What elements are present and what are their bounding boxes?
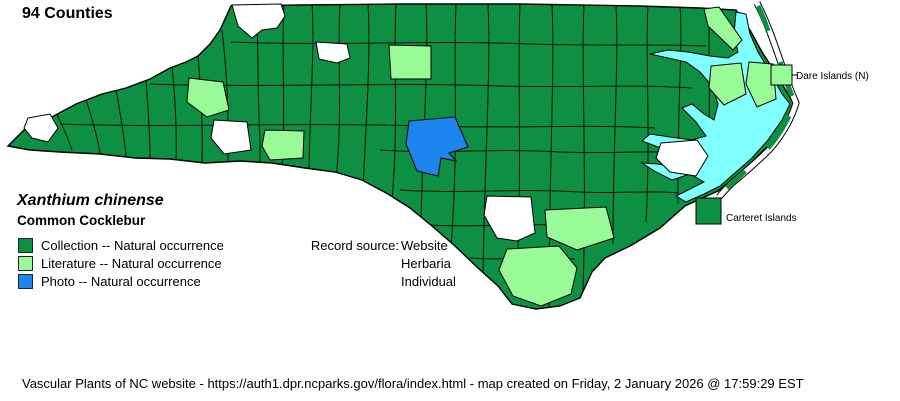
county-no-record: [483, 195, 536, 242]
record-source-value: Website: [401, 238, 448, 253]
page-title: 94 Counties: [22, 5, 113, 22]
county-literature: [703, 6, 743, 51]
county-no-record: [210, 119, 252, 155]
dare-islands-label: Dare Islands (N): [796, 71, 869, 82]
county-literature: [498, 245, 578, 307]
county-no-record: [655, 139, 709, 177]
legend-label: Photo -- Natural occurrence: [41, 273, 201, 289]
legend-item-literature: Literature -- Natural occurrence: [18, 255, 222, 271]
counties-no-record: [23, 3, 709, 242]
county-no-record: [23, 113, 59, 143]
county-literature: [544, 206, 615, 251]
species-scientific-name: Xanthium chinense: [17, 192, 164, 209]
photo-swatch-icon: [18, 273, 33, 289]
carteret-islands-label: Carteret Islands: [726, 213, 797, 224]
county-no-record: [231, 3, 286, 39]
legend-item-collection: Collection -- Natural occurrence: [18, 237, 224, 253]
county-literature: [186, 77, 230, 118]
carteret-islands-square: [695, 197, 722, 225]
footer-attribution: Vascular Plants of NC website - https://…: [22, 376, 804, 391]
legend-item-photo: Photo -- Natural occurrence: [18, 273, 201, 289]
county-literature: [745, 61, 777, 108]
county-borders: [55, 4, 711, 307]
record-source-value: Herbaria: [401, 256, 451, 271]
county-literature: [261, 129, 305, 161]
record-source-value: Individual: [401, 274, 456, 289]
counties-literature: [186, 6, 777, 307]
collection-swatch-icon: [18, 237, 33, 253]
record-source-label: Record source:: [310, 238, 399, 253]
species-common-name: Common Cocklebur: [17, 213, 146, 228]
outer-banks: [716, 1, 800, 200]
dare-islands-square: [770, 64, 793, 86]
county-no-record: [315, 41, 351, 64]
county-photo: [405, 116, 469, 177]
legend-label: Collection -- Natural occurrence: [41, 237, 224, 253]
legend-label: Literature -- Natural occurrence: [41, 255, 222, 271]
county-literature: [708, 62, 747, 106]
county-literature: [388, 44, 432, 80]
literature-swatch-icon: [18, 255, 33, 271]
